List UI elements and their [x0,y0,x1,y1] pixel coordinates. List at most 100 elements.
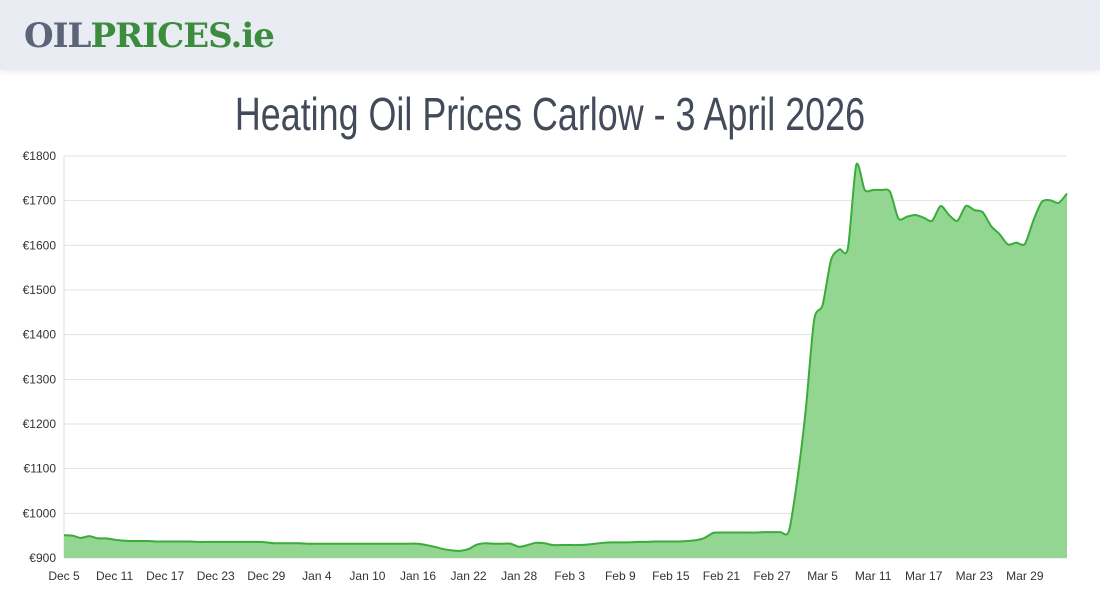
data-point [643,539,649,545]
data-point [879,187,885,193]
data-point [187,538,193,544]
data-point [1022,241,1028,247]
x-tick-label: Feb 9 [605,569,636,583]
x-tick-label: Dec 17 [146,569,184,583]
data-point [575,542,581,548]
data-point [171,538,177,544]
y-axis-ticks: €900 €1000 €1100 €1200 €1300 €1400 €1500 €1600 €… [23,149,57,565]
data-point [676,538,682,544]
site-logo[interactable]: OILPRICES.ie [24,14,275,58]
x-tick-label: Dec 23 [197,569,235,583]
data-point [69,533,75,539]
data-point [364,541,370,547]
data-point [272,540,278,546]
data-point [230,539,236,545]
data-point [912,212,918,218]
data-point [339,541,345,547]
data-point [533,540,539,546]
data-point [651,538,657,544]
data-point [870,187,876,193]
y-tick-label: €1000 [23,506,57,520]
data-point [415,541,421,547]
logo-prices: PRICES.ie [90,16,274,56]
y-tick-label: €1700 [23,194,57,208]
data-point [988,223,994,229]
data-point [1030,218,1036,224]
data-point [887,189,893,195]
data-point [348,541,354,547]
x-tick-label: Dec 29 [247,569,285,583]
data-point [238,539,244,545]
data-point [946,212,952,218]
data-point [95,535,101,541]
data-point [777,529,783,535]
data-point [179,538,185,544]
data-point [592,541,598,547]
data-point [128,538,134,544]
page-title: Heating Oil Prices Carlow - 3 April 2026 [0,84,1100,144]
data-point [744,530,750,536]
data-point [1064,191,1070,197]
data-point [525,542,531,548]
data-point [398,541,404,547]
data-point [482,540,488,546]
data-point [617,539,623,545]
y-tick-label: €900 [29,551,56,565]
data-point [381,541,387,547]
data-point [938,203,944,209]
data-point [1013,240,1019,246]
x-tick-label: Mar 11 [855,569,892,583]
data-point [634,539,640,545]
data-point [659,538,665,544]
x-tick-label: Mar 17 [905,569,943,583]
x-tick-label: Jan 16 [400,569,436,583]
data-point [811,317,817,323]
x-tick-label: Jan 4 [302,569,332,583]
x-tick-label: Dec 5 [48,569,80,583]
data-point [567,542,573,548]
y-tick-label: €1500 [23,283,57,297]
data-point [61,532,67,538]
data-point [954,218,960,224]
data-point [289,540,295,546]
data-point [1039,199,1045,205]
data-point [895,216,901,222]
x-tick-label: Mar 23 [956,569,994,583]
price-line [63,162,1068,552]
data-point [440,546,446,552]
data-point [963,203,969,209]
x-tick-label: Feb 27 [753,569,791,583]
data-point [103,535,109,541]
data-point [794,477,800,483]
data-point [710,530,716,536]
data-point [558,542,564,548]
data-point [980,209,986,215]
data-point [761,529,767,535]
data-point [803,407,809,413]
data-point [862,187,868,193]
data-point [1047,197,1053,203]
data-point [263,539,269,545]
data-point [702,535,708,541]
data-point [449,547,455,553]
data-point [735,530,741,536]
data-point [1005,241,1011,247]
data-point [1056,200,1062,206]
data-point [786,528,792,534]
data-point [246,539,252,545]
data-point [137,538,143,544]
data-point [145,538,151,544]
y-tick-label: €1600 [23,238,57,252]
data-point [457,548,463,554]
x-tick-label: Feb 21 [703,569,741,583]
y-tick-label: €1100 [24,462,57,476]
data-point [626,539,632,545]
data-point [718,530,724,536]
data-point [305,541,311,547]
data-point [668,538,674,544]
x-tick-label: Feb 3 [554,569,585,583]
data-point [584,542,590,548]
data-point [685,538,691,544]
price-area [64,163,1067,558]
